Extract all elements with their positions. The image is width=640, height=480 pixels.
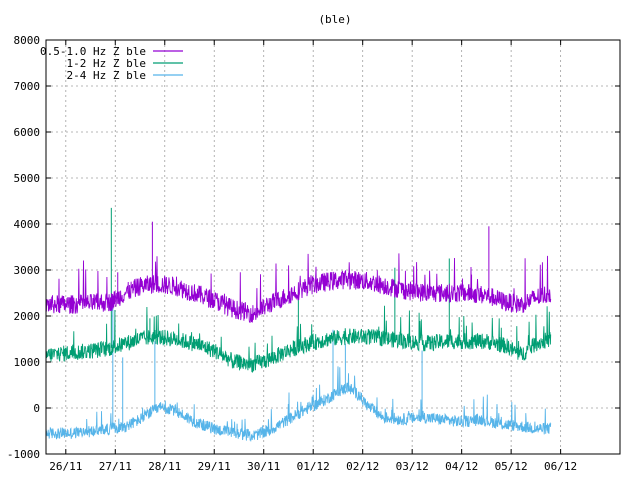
x-tick-label: 02/12 xyxy=(346,460,379,473)
y-tick-label: 2000 xyxy=(14,310,41,323)
chart-title: (ble) xyxy=(318,13,351,26)
series-line-1 xyxy=(45,305,552,374)
x-axis: 26/11 27/11 28/11 29/11 30/11 01/12 02/12 03/12… xyxy=(49,40,577,473)
y-axis: -1000 0 1000 2000 3000 4000 5000 6000 7000 8000 xyxy=(7,34,620,461)
x-tick-label: 04/12 xyxy=(445,460,478,473)
y-tick-label: 4000 xyxy=(14,218,41,231)
x-tick-label: 30/11 xyxy=(247,460,280,473)
x-tick-label: 05/12 xyxy=(495,460,528,473)
x-tick-label: 26/11 xyxy=(49,460,82,473)
y-tick-label: 3000 xyxy=(14,264,41,277)
y-tick-label: 7000 xyxy=(14,80,41,93)
x-tick-label: 03/12 xyxy=(396,460,429,473)
legend-label: 2-4 Hz Z ble xyxy=(67,69,146,82)
plot-frame xyxy=(45,39,621,455)
series-line-0 xyxy=(45,253,552,323)
legend-label: 1-2 Hz Z ble xyxy=(67,57,146,70)
x-tick-label: 28/11 xyxy=(148,460,181,473)
x-tick-label: 01/12 xyxy=(297,460,330,473)
y-tick-label: 8000 xyxy=(14,34,41,47)
x-tick-label: 06/12 xyxy=(544,460,577,473)
y-tick-label: 1000 xyxy=(14,356,41,369)
y-tick-label: 6000 xyxy=(14,126,41,139)
series-line-2 xyxy=(45,366,552,443)
x-tick-label: 27/11 xyxy=(99,460,132,473)
y-tick-label: 0 xyxy=(33,402,40,415)
y-tick-label: 5000 xyxy=(14,172,41,185)
legend-label: 0.5-1.0 Hz Z ble xyxy=(40,45,146,58)
x-tick-label: 29/11 xyxy=(198,460,231,473)
y-tick-label: -1000 xyxy=(7,448,40,461)
series-lines xyxy=(45,207,552,443)
